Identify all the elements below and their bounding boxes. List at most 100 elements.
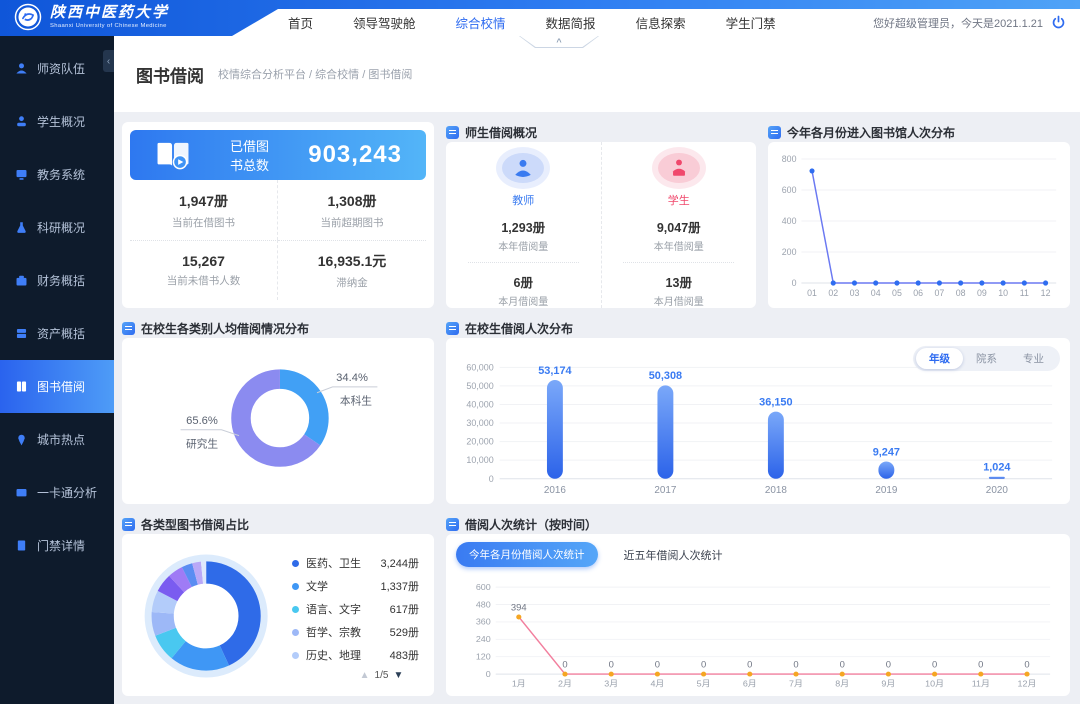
sidebar: 师资队伍 学生概况教务系统科研概况财务概括资产概括 图书借阅 城市热点一卡通分析门禁详… [0, 36, 114, 704]
sidebar-item-research[interactable]: 科研概况 [0, 201, 114, 254]
logout-power-icon[interactable] [1051, 15, 1066, 30]
group-name: 教师 [512, 195, 535, 207]
card-title-text: 各类型图书借阅占比 [141, 517, 250, 532]
svg-text:2019: 2019 [875, 485, 897, 496]
svg-text:0: 0 [932, 660, 937, 670]
svg-text:600: 600 [476, 582, 491, 592]
svg-text:30,000: 30,000 [466, 418, 493, 428]
legend-row-2[interactable]: 语言、文字 617册8.18% [292, 598, 434, 621]
page-down-button[interactable]: ▼ [393, 669, 404, 681]
sidebar-item-students[interactable]: 学生概况 [0, 95, 114, 148]
month-borrow-value: 13册 [665, 276, 692, 290]
card-title-text: 师生借阅概况 [465, 125, 538, 140]
entries-card-title: 今年各月份进入图书馆人次分布 [768, 122, 1070, 142]
types-card-title: 各类型图书借阅占比 [122, 514, 434, 534]
svg-text:60,000: 60,000 [466, 362, 493, 372]
card-title-text: 今年各月份进入图书馆人次分布 [787, 125, 956, 140]
top-nav: 首页 领导驾驶舱 综合校情 数据简报 信息探索 学生门禁 您好超级管理员，今天是2021.… [232, 9, 1080, 36]
legend-count: 483册 [389, 650, 419, 662]
legend-name: 历史、地理 [306, 650, 361, 662]
nav-item-cockpit[interactable]: 领导驾驶舱 [353, 17, 416, 31]
legend-dot [292, 605, 299, 613]
tab-专业[interactable]: 专业 [1023, 353, 1044, 365]
legend-row-3[interactable]: 哲学、宗教 529册7.07% [292, 621, 434, 644]
student-icon [672, 159, 686, 176]
svg-text:0: 0 [655, 660, 660, 670]
sidebar-item-label: 一卡通分析 [37, 486, 98, 500]
nav-item-data-brief[interactable]: 数据简报 [545, 17, 596, 31]
sidebar-item-finance[interactable]: 财务概括 [0, 254, 114, 307]
svg-text:200: 200 [782, 247, 797, 257]
sidebar-item-faculty[interactable]: 师资队伍 [0, 42, 114, 95]
nav-item-student-access[interactable]: 学生门禁 [725, 17, 776, 31]
svg-text:394: 394 [511, 603, 527, 613]
sidebar-item-library[interactable]: 图书借阅 [0, 360, 114, 413]
svg-text:02: 02 [828, 288, 838, 298]
logo-subtitle: Shaanxi University of Chinese Medicine [50, 22, 167, 29]
nav-item-home[interactable]: 首页 [288, 17, 314, 31]
svg-text:10,000: 10,000 [466, 455, 493, 465]
card-list-icon [446, 125, 459, 139]
svg-text:06: 06 [913, 288, 923, 298]
tab-年级[interactable]: 年级 [916, 348, 963, 369]
sidebar-item-academic[interactable]: 教务系统 [0, 148, 114, 201]
svg-text:6月: 6月 [743, 679, 757, 689]
svg-text:09: 09 [977, 288, 987, 298]
page-indicator: 1/5 [374, 669, 389, 681]
page-header: 图书借阅 校情综合分析平台 / 综合校情 / 图书借阅 [114, 36, 1080, 112]
sidebar-item-label: 科研概况 [37, 221, 86, 235]
breadcrumb[interactable]: 校情综合分析平台 / 综合校情 / 图书借阅 [218, 69, 413, 81]
sidebar-item-label: 教务系统 [37, 168, 86, 182]
svg-text:0: 0 [701, 660, 706, 670]
month-borrow-label: 本月借阅量 [498, 297, 549, 308]
assets-icon [16, 328, 27, 339]
per-capita-donut-chart: 34.4% 本科生 65.6% 研究生 [180, 369, 378, 467]
sidebar-item-assets[interactable]: 资产概括 [0, 307, 114, 360]
legend-count: 529册 [389, 627, 419, 639]
subnav-collapse-tab[interactable]: ^ [520, 36, 598, 47]
legend-row-4[interactable]: 历史、地理 483册6.44% [292, 644, 434, 667]
card-title-text: 借阅人次统计（按时间） [465, 517, 598, 532]
legend-name: 哲学、宗教 [306, 627, 361, 639]
monthly-entries-line-chart: 0 200 400 600 800 01 02 03 04 05 06 07 08 09 10 11 12 [782, 154, 1057, 298]
sidebar-item-label: 门禁详情 [37, 539, 86, 553]
svg-text:05: 05 [892, 288, 902, 298]
card-title-text: 在校生各类别人均借阅情况分布 [141, 321, 310, 336]
svg-text:1月: 1月 [512, 679, 526, 689]
legend-percent: 17.77% [419, 580, 435, 592]
svg-text:53,174: 53,174 [538, 365, 572, 377]
svg-text:2017: 2017 [654, 485, 676, 496]
stat-label: 当前未借书人数 [166, 275, 241, 287]
sidebar-collapse-button[interactable]: ‹ [103, 50, 114, 72]
legend-percent: 6.44% [419, 649, 434, 661]
legend-row-1[interactable]: 文学 1,337册17.77% [292, 575, 434, 598]
nav-item-info-explore[interactable]: 信息探索 [635, 17, 686, 31]
legend-dot [292, 651, 299, 659]
svg-text:0: 0 [793, 660, 798, 670]
finance-icon [16, 275, 27, 286]
nav-item-school-overview[interactable]: 综合校情 [456, 13, 506, 32]
monthly-borrow-tab[interactable]: 今年各月份借阅人次统计 [456, 542, 598, 567]
percapita-panel: 34.4% 本科生 65.6% 研究生 [122, 338, 434, 504]
svg-text:0: 0 [792, 278, 797, 288]
page-up-button[interactable]: ▲ [359, 669, 370, 681]
legend-dot [292, 559, 299, 567]
five-year-borrow-tab[interactable]: 近五年借阅人次统计 [624, 547, 723, 563]
stat-label: 当前超期图书 [320, 216, 384, 229]
tab-院系[interactable]: 院系 [976, 353, 997, 365]
sidebar-item-label: 财务概括 [37, 274, 86, 288]
sidebar-item-city-hotspot[interactable]: 城市热点 [0, 413, 114, 466]
svg-text:01: 01 [807, 288, 817, 298]
students-icon [17, 116, 26, 127]
month-borrow-label: 本月借阅量 [653, 297, 704, 308]
year-borrow-value: 1,293册 [501, 221, 546, 235]
page-title: 图书借阅 [136, 66, 204, 86]
svg-text:50,308: 50,308 [649, 370, 682, 382]
sidebar-item-card-analysis[interactable]: 一卡通分析 [0, 466, 114, 519]
svg-text:11: 11 [1020, 288, 1029, 298]
svg-text:0: 0 [489, 474, 494, 484]
svg-text:2016: 2016 [544, 485, 566, 496]
legend-row-0[interactable]: 医药、卫生 3,244册43.04% [292, 552, 434, 575]
sidebar-item-access-detail[interactable]: 门禁详情 [0, 519, 114, 572]
university-emblem-icon [14, 3, 42, 31]
